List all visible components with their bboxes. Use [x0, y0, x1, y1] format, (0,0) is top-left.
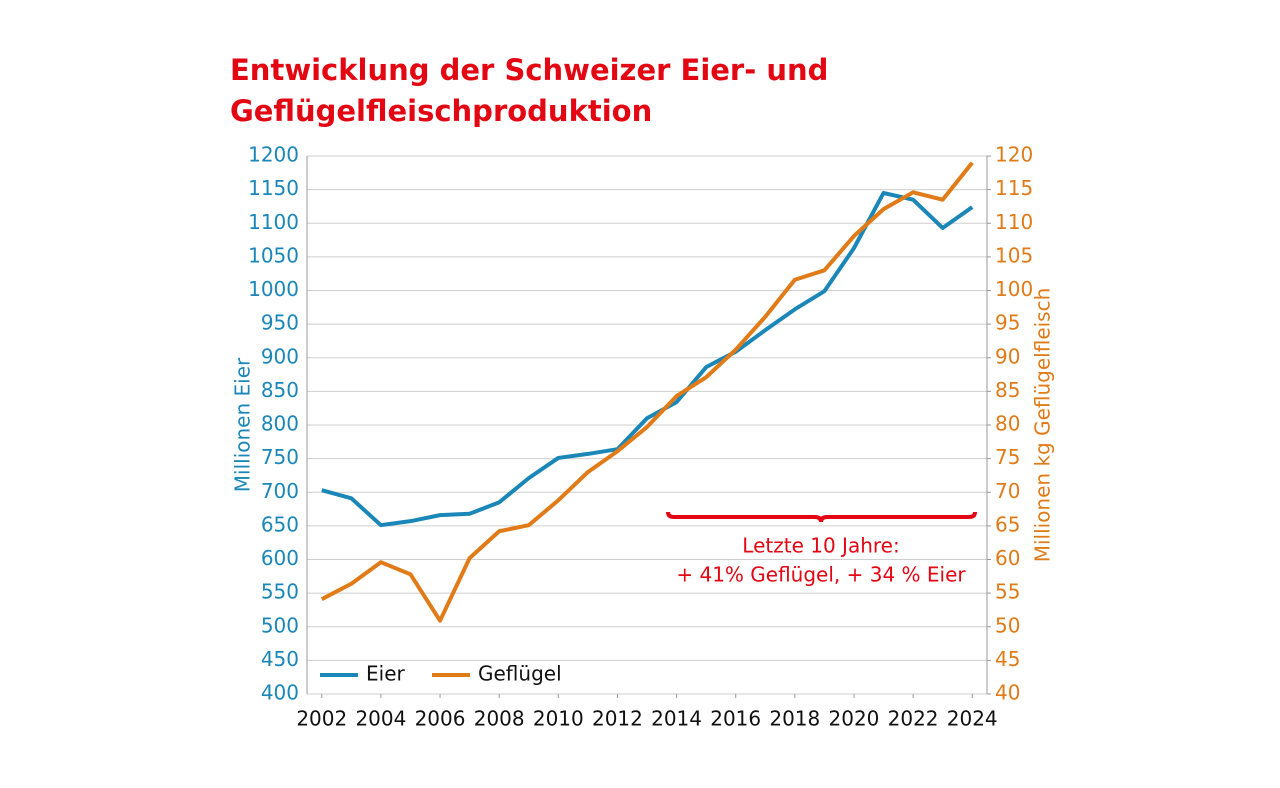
y-tick-label: 800 [261, 412, 299, 436]
legend-label: Eier [366, 662, 405, 686]
y-tick-label: 750 [261, 445, 299, 469]
x-tick-label: 2014 [651, 707, 702, 731]
y2-tick-label: 45 [995, 647, 1020, 671]
y-axis-label: Millionen Eier [231, 357, 255, 492]
x-tick-label: 2024 [947, 707, 998, 731]
y2-tick-label: 60 [995, 546, 1020, 570]
y-tick-label: 650 [261, 512, 299, 536]
y2-tick-label: 80 [995, 412, 1020, 436]
y-tick-label: 550 [261, 580, 299, 604]
y2-tick-label: 55 [995, 580, 1020, 604]
y2-axis-label: Millionen kg Geflügelfleisch [1031, 288, 1055, 563]
y2-tick-label: 115 [995, 176, 1033, 200]
y-tick-label: 1200 [248, 143, 299, 167]
y-tick-label: 1050 [248, 243, 299, 267]
y2-tick-label: 120 [995, 143, 1033, 167]
annotation: + 41% Geflügel, + 34 % Eier [676, 563, 966, 587]
line-series [321, 190, 974, 528]
y2-tick-label: 110 [995, 210, 1033, 234]
x-tick-label: 2012 [592, 707, 643, 731]
y-tick-label: 1150 [248, 176, 299, 200]
x-tick-label: 2008 [474, 707, 525, 731]
brace [666, 511, 977, 523]
x-tick-label: 2020 [829, 707, 880, 731]
annotation: Letzte 10 Jahre: [742, 534, 899, 558]
x-tick-label: 2006 [415, 707, 466, 731]
y2-tick-label: 95 [995, 311, 1020, 335]
y2-tick-label: 50 [995, 613, 1020, 637]
y-tick-label: 450 [261, 647, 299, 671]
legend-label: Geflügel [478, 662, 562, 686]
y-tick-label: 850 [261, 378, 299, 402]
x-tick-label: 2004 [355, 707, 406, 731]
chart-title: Entwicklung der Schweizer Eier- und [230, 53, 828, 87]
x-tick-label: 2018 [769, 707, 820, 731]
y-tick-label: 400 [261, 681, 299, 705]
y-tick-label: 950 [261, 311, 299, 335]
y-tick-label: 500 [261, 613, 299, 637]
y-tick-label: 1100 [248, 210, 299, 234]
y2-tick-label: 65 [995, 512, 1020, 536]
y2-tick-label: 105 [995, 243, 1033, 267]
y-tick-label: 600 [261, 546, 299, 570]
y2-tick-label: 100 [995, 277, 1033, 301]
y2-tick-label: 85 [995, 378, 1020, 402]
x-tick-label: 2002 [296, 707, 347, 731]
y2-tick-label: 90 [995, 344, 1020, 368]
y2-tick-label: 75 [995, 445, 1020, 469]
y2-tick-label: 70 [995, 479, 1020, 503]
y-tick-label: 1000 [248, 277, 299, 301]
line-series [320, 161, 974, 623]
chart-title: Geflügelfleischproduktion [230, 94, 652, 128]
x-tick-label: 2010 [533, 707, 584, 731]
y-tick-label: 700 [261, 479, 299, 503]
x-tick-label: 2022 [888, 707, 939, 731]
x-tick-label: 2016 [710, 707, 761, 731]
y2-tick-label: 40 [995, 681, 1020, 705]
y-tick-label: 900 [261, 344, 299, 368]
